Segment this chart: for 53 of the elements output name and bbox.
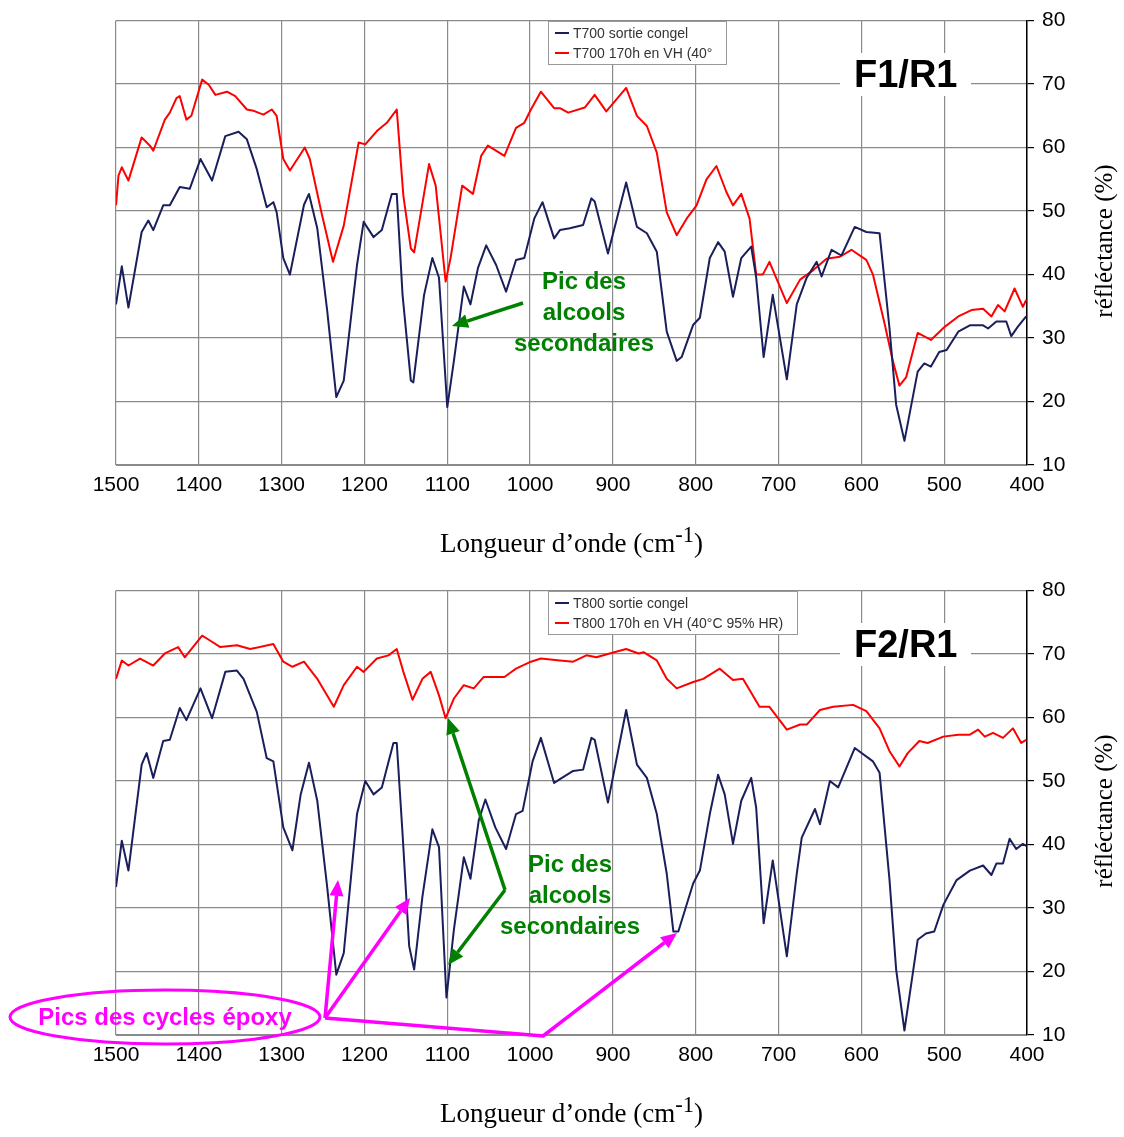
y-tick-label: 60 — [1042, 704, 1066, 728]
x-tick-label: 1200 — [341, 1042, 388, 1066]
x-tick-label: 600 — [843, 472, 879, 496]
annotation: Pic des alcools secondaires — [512, 266, 656, 358]
y-tick-label: 50 — [1042, 197, 1066, 221]
x-tick-label: 1400 — [175, 1042, 223, 1066]
x-tick-label: 800 — [678, 1042, 714, 1066]
annotation: Pics des cycles époxy — [38, 1003, 292, 1031]
y-tick-label: 80 — [1042, 7, 1066, 31]
y-tick-label: 20 — [1042, 388, 1066, 412]
x-tick-label: 1400 — [175, 472, 223, 496]
y-tick-label: 40 — [1042, 261, 1066, 285]
y-tick-label: 50 — [1042, 767, 1066, 791]
y-tick-label: 40 — [1042, 831, 1066, 855]
x-tick-label: 1000 — [506, 1042, 554, 1066]
y-axis-title: réfléctance (%) — [1090, 734, 1118, 888]
x-tick-label: 1100 — [424, 472, 470, 496]
y-tick-label: 30 — [1042, 324, 1066, 348]
y-tick-label: 60 — [1042, 134, 1066, 158]
y-tick-label: 20 — [1042, 958, 1066, 982]
x-tick-label: 400 — [1009, 1042, 1045, 1066]
x-tick-label: 800 — [678, 472, 714, 496]
y-axis-title: réfléctance (%) — [1090, 164, 1118, 318]
x-tick-label: 600 — [843, 1042, 879, 1066]
x-tick-label: 1000 — [506, 472, 554, 496]
x-axis-title: Longueur d’onde (cm$^{-1}$) — [439, 1091, 704, 1129]
legend-label: T700 170h en VH (40° — [573, 44, 713, 63]
legend-label: T700 sortie congel — [573, 24, 689, 43]
x-tick-label: 700 — [761, 472, 797, 496]
x-axis-title: Longueur d’onde (cm$^{-1}$) — [439, 521, 704, 559]
y-tick-label: 10 — [1042, 451, 1066, 475]
x-tick-label: 1300 — [258, 472, 305, 496]
y-tick-label: 70 — [1042, 640, 1066, 664]
x-tick-label: 400 — [1009, 472, 1045, 496]
annotation: Pic des alcools secondaires — [498, 849, 642, 941]
x-tick-label: 900 — [595, 472, 631, 496]
y-tick-label: 10 — [1042, 1021, 1066, 1045]
x-tick-label: 1500 — [92, 472, 140, 496]
x-tick-label: 1500 — [92, 1042, 140, 1066]
x-tick-label: 900 — [595, 1042, 631, 1066]
legend-label: T800 sortie congel — [573, 594, 689, 613]
x-tick-label: 1200 — [341, 472, 388, 496]
text: F2/R1 — [840, 623, 972, 666]
x-tick-label: 1300 — [258, 1042, 305, 1066]
y-tick-label: 70 — [1042, 70, 1066, 94]
x-tick-label: 700 — [761, 1042, 797, 1066]
x-tick-label: 500 — [926, 472, 962, 496]
y-tick-label: 80 — [1042, 577, 1066, 601]
text: F1/R1 — [840, 53, 972, 96]
y-tick-label: 30 — [1042, 894, 1066, 918]
legend-label: T800 170h en VH (40°C 95% HR) — [573, 614, 784, 633]
x-tick-label: 500 — [926, 1042, 962, 1066]
x-tick-label: 1100 — [424, 1042, 470, 1066]
